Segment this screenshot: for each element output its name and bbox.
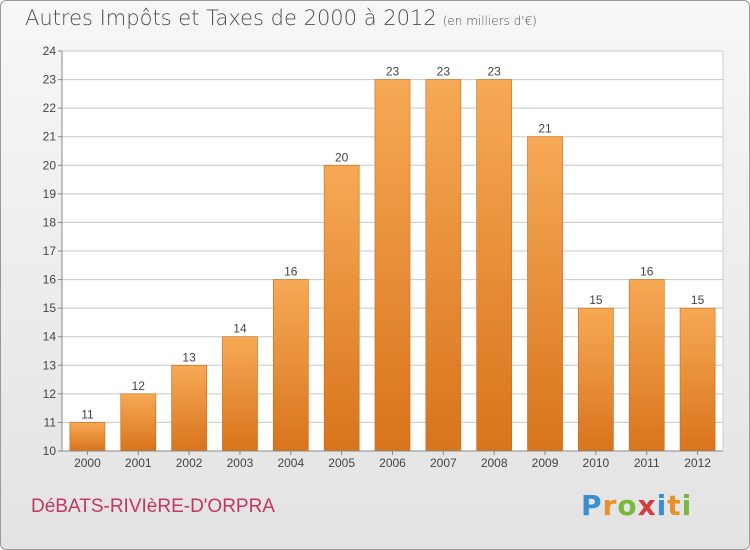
- bar: [323, 164, 360, 452]
- data-label: 15: [589, 293, 603, 307]
- bar: [628, 279, 665, 452]
- y-tick-label: 17: [43, 244, 57, 258]
- data-label: 23: [488, 65, 502, 79]
- bar: [171, 364, 207, 452]
- data-label: 16: [284, 265, 298, 279]
- x-tick-label: 2011: [634, 456, 660, 470]
- x-tick-label: 2004: [277, 456, 304, 470]
- logo-letter: x: [637, 489, 657, 522]
- y-tick-label: 19: [43, 187, 57, 201]
- y-tick-label: 22: [43, 101, 57, 115]
- place-name: DéBATS-RIVIèRE-D'ORPRA: [31, 496, 275, 517]
- data-label: 23: [437, 65, 451, 79]
- x-tick-label: 2007: [430, 456, 457, 470]
- x-tick-label: 2002: [176, 456, 203, 470]
- y-tick-label: 14: [43, 330, 57, 344]
- logo-letter: o: [617, 489, 638, 522]
- bar: [272, 279, 309, 452]
- data-label: 23: [386, 65, 400, 79]
- y-tick-label: 23: [43, 73, 57, 87]
- data-label: 13: [182, 350, 196, 364]
- logo-letter: t: [667, 489, 682, 522]
- x-tick-label: 2005: [328, 456, 355, 470]
- y-tick-label: 12: [43, 387, 57, 401]
- data-label: 20: [335, 150, 349, 164]
- x-tick-label: 2006: [379, 456, 406, 470]
- bar: [425, 79, 462, 452]
- y-tick-label: 15: [43, 301, 57, 315]
- y-tick-label: 16: [43, 273, 57, 287]
- title-text: Autres Impôts et Taxes de 2000 à 2012: [25, 6, 437, 30]
- bar: [578, 307, 614, 452]
- bar: [120, 393, 157, 452]
- data-label: 12: [132, 379, 146, 393]
- y-tick-label: 24: [43, 44, 57, 58]
- y-tick-label: 10: [43, 444, 57, 458]
- bar: [69, 422, 106, 452]
- bar: [374, 79, 411, 452]
- x-tick-label: 2000: [74, 456, 101, 470]
- y-tick-label: 18: [43, 215, 57, 229]
- data-label: 15: [691, 293, 705, 307]
- data-label: 14: [233, 322, 247, 336]
- y-tick-label: 11: [44, 415, 57, 429]
- x-tick-label: 2008: [481, 456, 508, 470]
- logo-letter: i: [656, 489, 668, 522]
- logo-letter: i: [681, 489, 693, 522]
- y-tick-label: 21: [43, 130, 57, 144]
- data-label: 21: [538, 122, 552, 136]
- y-tick-label: 13: [43, 358, 57, 372]
- logo-letter: r: [602, 489, 618, 522]
- bar: [476, 79, 513, 452]
- bar: [527, 136, 563, 452]
- x-tick-label: 2001: [125, 456, 152, 470]
- logo-letter: P: [581, 489, 603, 522]
- y-tick-label: 20: [43, 158, 57, 172]
- chart-subtitle: (en milliers d'€): [442, 14, 537, 28]
- x-tick-label: 2009: [532, 456, 559, 470]
- x-tick-label: 2012: [684, 456, 711, 470]
- x-tick-label: 2010: [583, 456, 610, 470]
- chart-title: Autres Impôts et Taxes de 2000 à 2012 (en…: [25, 6, 537, 30]
- proxiti-logo: Proxiti: [581, 489, 692, 522]
- bar: [679, 307, 716, 452]
- data-label: 16: [640, 265, 654, 279]
- bar: [222, 336, 258, 452]
- x-tick-label: 2003: [227, 456, 254, 470]
- data-label: 11: [81, 407, 94, 421]
